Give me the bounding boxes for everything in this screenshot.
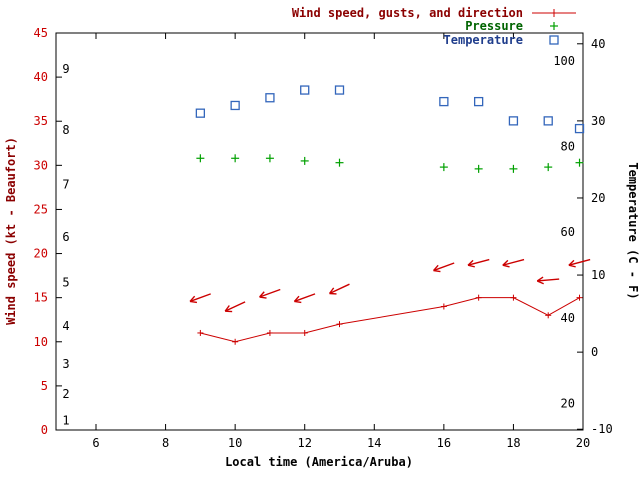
- svg-text:1: 1: [62, 413, 69, 427]
- svg-text:6: 6: [92, 436, 99, 450]
- svg-text:3: 3: [62, 357, 69, 371]
- svg-text:4: 4: [62, 319, 69, 333]
- svg-text:30: 30: [591, 114, 605, 128]
- svg-text:0: 0: [591, 345, 598, 359]
- svg-text:100: 100: [553, 54, 575, 68]
- svg-text:-10: -10: [591, 422, 613, 436]
- temperature-series: [196, 86, 583, 133]
- svg-text:8: 8: [162, 436, 169, 450]
- svg-text:10: 10: [591, 268, 605, 282]
- svg-text:15: 15: [34, 291, 48, 305]
- x-axis-title: Local time (America/Aruba): [225, 455, 413, 469]
- svg-text:12: 12: [297, 436, 311, 450]
- svg-text:16: 16: [437, 436, 451, 450]
- legend-label-pressure: Pressure: [465, 19, 523, 33]
- wind-line-plus-icon: [531, 7, 577, 19]
- svg-text:20: 20: [576, 436, 590, 450]
- svg-text:20: 20: [561, 397, 575, 411]
- svg-text:35: 35: [34, 114, 48, 128]
- chart-legend: Wind speed, gusts, and direction Pressur…: [292, 6, 577, 47]
- svg-text:20: 20: [591, 191, 605, 205]
- svg-text:60: 60: [561, 225, 575, 239]
- svg-text:5: 5: [41, 379, 48, 393]
- legend-item-temperature: Temperature: [292, 33, 577, 47]
- legend-label-temperature: Temperature: [444, 33, 523, 47]
- svg-text:6: 6: [62, 230, 69, 244]
- svg-text:40: 40: [591, 37, 605, 51]
- svg-text:30: 30: [34, 158, 48, 172]
- wind-gust-arrows: [190, 260, 590, 312]
- svg-text:0: 0: [41, 423, 48, 437]
- svg-text:20: 20: [34, 247, 48, 261]
- legend-label-wind: Wind speed, gusts, and direction: [292, 6, 523, 20]
- svg-text:7: 7: [62, 178, 69, 192]
- svg-text:40: 40: [561, 311, 575, 325]
- svg-text:10: 10: [228, 436, 242, 450]
- svg-text:10: 10: [34, 335, 48, 349]
- svg-text:45: 45: [34, 26, 48, 40]
- axes: [56, 33, 583, 430]
- svg-text:18: 18: [506, 436, 520, 450]
- svg-text:40: 40: [34, 70, 48, 84]
- svg-text:80: 80: [561, 140, 575, 154]
- wind-speed-series: [197, 295, 582, 345]
- pressure-series: [196, 154, 583, 173]
- temperature-square-icon: [531, 34, 577, 46]
- svg-text:9: 9: [62, 62, 69, 76]
- svg-text:25: 25: [34, 202, 48, 216]
- left-axis-title: Wind speed (kt - Beaufort): [4, 137, 18, 325]
- svg-text:5: 5: [62, 276, 69, 290]
- pressure-plus-icon: [531, 20, 577, 32]
- legend-item-wind: Wind speed, gusts, and direction: [292, 6, 577, 20]
- legend-item-pressure: Pressure: [292, 20, 577, 34]
- svg-text:2: 2: [62, 387, 69, 401]
- svg-text:14: 14: [367, 436, 381, 450]
- right-axis-title: Temperature (C - F): [626, 162, 640, 299]
- svg-text:8: 8: [62, 123, 69, 137]
